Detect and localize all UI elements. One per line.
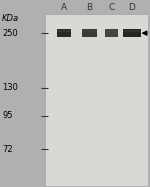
Text: D: D — [129, 3, 135, 12]
Text: 250: 250 — [2, 29, 18, 38]
Text: 130: 130 — [2, 83, 18, 92]
Text: A: A — [61, 3, 67, 12]
Text: 72: 72 — [2, 145, 13, 154]
Bar — [105, 30, 118, 32]
Bar — [45, 14, 148, 186]
Bar — [123, 30, 141, 32]
Bar — [123, 29, 141, 37]
Text: KDa: KDa — [2, 14, 19, 23]
Bar — [82, 30, 97, 32]
Bar — [57, 30, 71, 32]
Text: B: B — [86, 3, 92, 12]
Bar — [82, 29, 97, 37]
Bar — [105, 29, 118, 37]
Text: 95: 95 — [2, 111, 13, 120]
Text: C: C — [108, 3, 114, 12]
Bar — [57, 29, 71, 37]
